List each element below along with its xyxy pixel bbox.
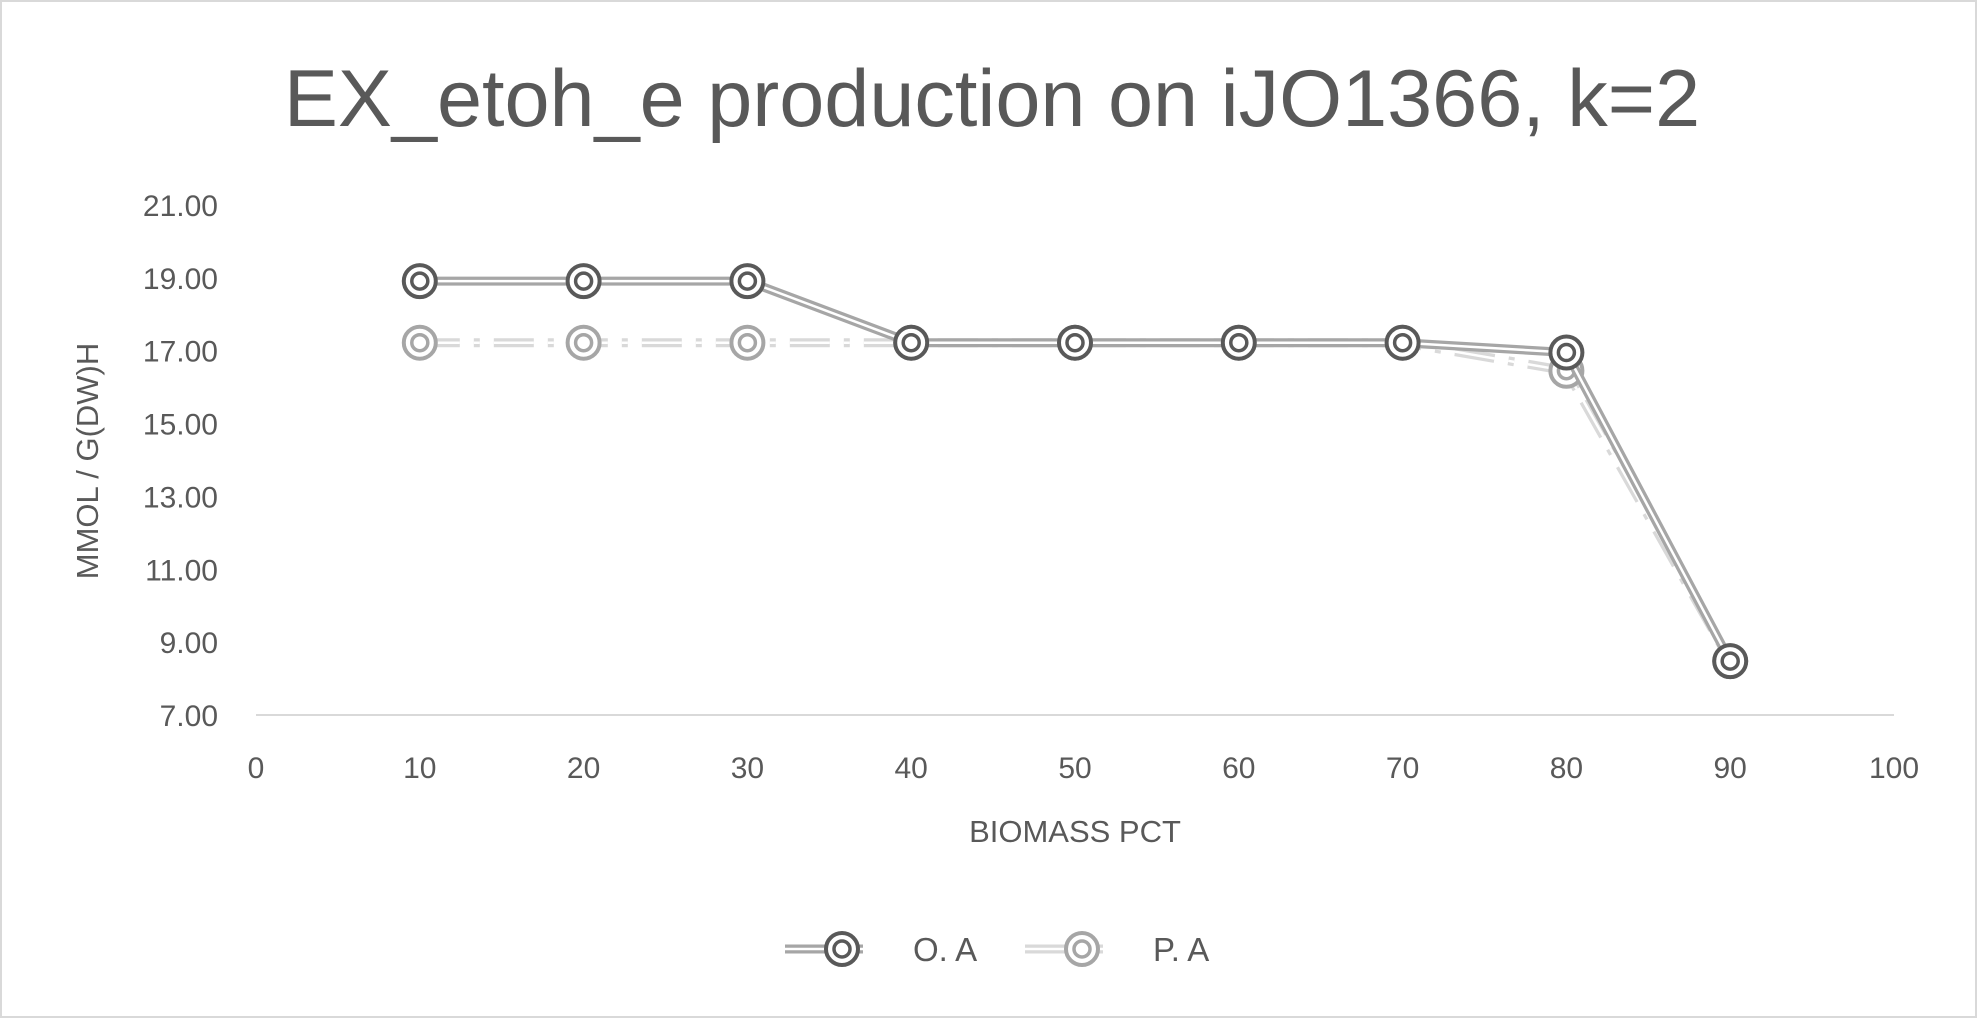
data-point — [401, 324, 438, 361]
y-tick-label: 7.00 — [160, 700, 218, 733]
series-layer — [401, 263, 1749, 680]
x-tick-label: 80 — [1550, 752, 1583, 785]
data-point — [729, 263, 766, 300]
legend: O. A P. A — [785, 931, 1209, 968]
x-tick-label: 20 — [567, 752, 600, 785]
legend-label: P. A — [1153, 931, 1209, 968]
data-point — [729, 324, 766, 361]
data-point — [1384, 324, 1421, 361]
legend-marker — [1064, 931, 1100, 967]
y-tick-label: 15.00 — [143, 409, 218, 442]
legend-item: O. A — [785, 931, 977, 968]
data-point — [1220, 324, 1257, 361]
data-point — [1548, 334, 1585, 371]
data-point — [893, 324, 930, 361]
x-tick-label: 70 — [1386, 752, 1419, 785]
series-2 — [401, 324, 1749, 680]
data-point — [565, 324, 602, 361]
legend-marker — [824, 931, 860, 967]
data-point — [1057, 324, 1093, 361]
x-tick-label: 60 — [1222, 752, 1255, 785]
y-axis-title: MMOL / G(DW)H — [70, 343, 105, 579]
y-tick-label: 19.00 — [143, 263, 218, 296]
y-tick-label: 21.00 — [143, 190, 218, 223]
legend-label: O. A — [913, 931, 977, 968]
y-tick-label: 9.00 — [160, 627, 218, 660]
series-1 — [401, 263, 1749, 680]
legend-item: P. A — [1025, 931, 1209, 968]
series-line-inner — [419, 341, 1732, 662]
x-tick-label: 0 — [248, 752, 265, 785]
data-point — [401, 263, 438, 300]
x-axis-ticks: 0 10 20 30 40 50 60 70 80 90 100 — [248, 752, 1919, 785]
x-tick-label: 40 — [895, 752, 928, 785]
x-tick-label: 90 — [1714, 752, 1747, 785]
series-line — [419, 338, 1735, 664]
x-tick-label: 100 — [1869, 752, 1919, 785]
y-axis-ticks: 7.00 9.00 11.00 13.00 15.00 17.00 19.00 21.00 — [143, 190, 218, 733]
y-tick-label: 17.00 — [143, 336, 218, 369]
x-axis-title: BIOMASS PCT — [969, 814, 1181, 849]
x-tick-label: 50 — [1058, 752, 1091, 785]
y-tick-label: 11.00 — [145, 554, 218, 587]
data-point — [565, 263, 602, 300]
chart-title: EX_etoh_e production on iJO1366, k=2 — [284, 54, 1700, 144]
x-tick-label: 30 — [731, 752, 764, 785]
x-tick-label: 10 — [403, 752, 436, 785]
data-point — [1712, 643, 1749, 680]
y-tick-label: 13.00 — [143, 481, 218, 514]
